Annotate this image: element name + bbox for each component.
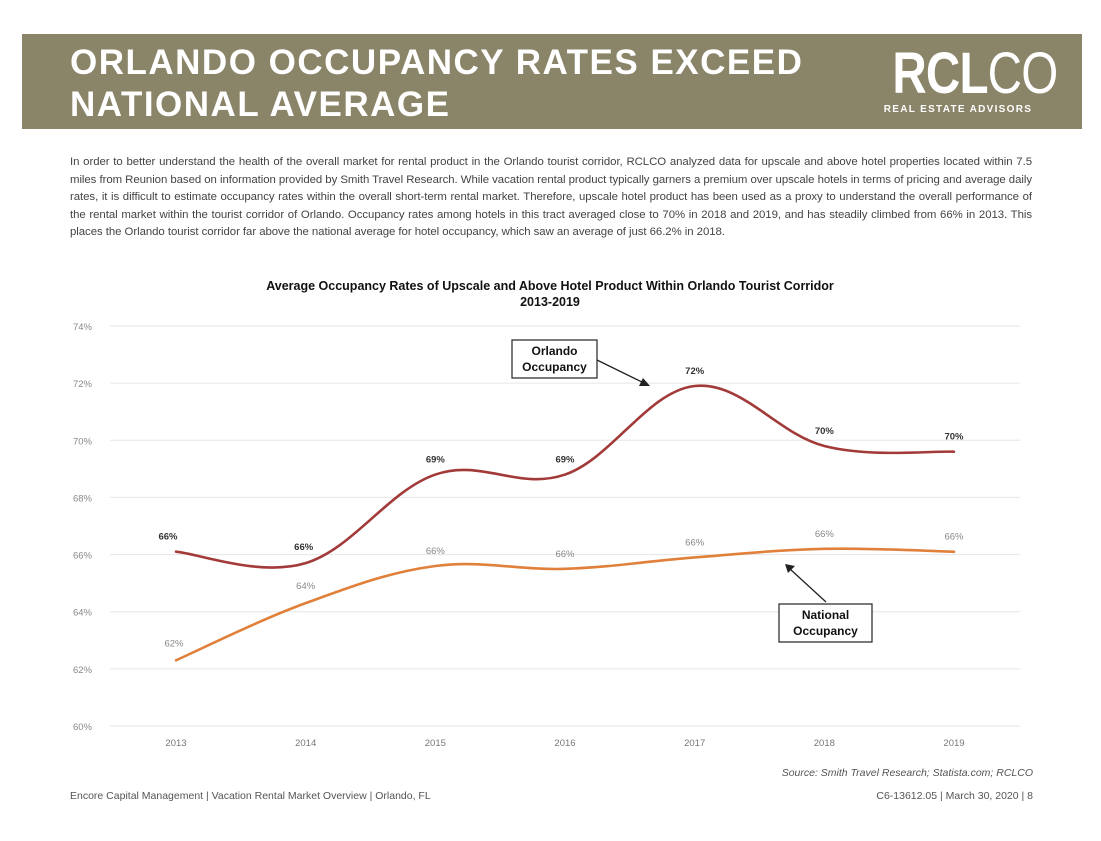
series-line-orlando xyxy=(174,384,956,569)
data-label: 70% xyxy=(944,432,964,443)
data-label: 64% xyxy=(296,581,316,592)
page-title-line-2: NATIONAL AVERAGE xyxy=(70,85,451,124)
data-label: 66% xyxy=(815,529,835,540)
logo-subtitle: REAL ESTATE ADVISORS xyxy=(883,104,1033,115)
y-tick-label: 66% xyxy=(73,551,93,562)
annotation-arrowhead-national xyxy=(785,564,795,573)
annotation-orlando-line2: Occupancy xyxy=(522,360,587,374)
annotation-arrow-orlando xyxy=(596,359,647,385)
data-label: 72% xyxy=(685,366,705,377)
data-label: 66% xyxy=(944,532,964,543)
page-title: ORLANDO OCCUPANCY RATES EXCEED NATIONAL … xyxy=(70,42,830,126)
annotation-national-line1: National xyxy=(802,608,849,622)
annotation-box-national xyxy=(778,603,873,643)
annotation-box-orlando xyxy=(511,339,598,379)
logo-text-thin: CO xyxy=(987,41,1059,106)
data-label: 70% xyxy=(815,426,835,437)
source-note: Source: Smith Travel Research; Statista.… xyxy=(781,767,1033,779)
y-tick-label: 68% xyxy=(73,493,93,504)
y-tick-label: 64% xyxy=(73,608,93,619)
x-tick-label: 2015 xyxy=(425,738,446,749)
y-tick-label: 72% xyxy=(73,379,93,390)
x-tick-label: 2014 xyxy=(295,738,316,749)
annotation-arrowhead-orlando xyxy=(639,378,650,386)
data-label: 66% xyxy=(685,537,705,548)
chart-title-block: Average Occupancy Rates of Upscale and A… xyxy=(180,278,920,310)
data-label: 66% xyxy=(426,546,446,557)
x-tick-label: 2017 xyxy=(684,738,705,749)
rclco-logo: RCLCO REAL ESTATE ADVISORS xyxy=(878,41,1058,116)
title-banner: ORLANDO OCCUPANCY RATES EXCEED NATIONAL … xyxy=(22,34,1082,129)
data-label: 62% xyxy=(164,638,184,649)
logo-wordmark: RCLCO xyxy=(892,41,1058,106)
data-label: 66% xyxy=(158,532,178,543)
x-tick-label: 2018 xyxy=(814,738,835,749)
y-tick-label: 70% xyxy=(73,436,93,447)
annotation-orlando-line1: Orlando xyxy=(531,344,577,358)
data-label: 69% xyxy=(555,455,575,466)
data-label: 69% xyxy=(426,455,446,466)
chart-title: Average Occupancy Rates of Upscale and A… xyxy=(266,279,834,293)
y-tick-label: 74% xyxy=(73,322,93,333)
footer-right: C6-13612.05 | March 30, 2020 | 8 xyxy=(876,790,1033,802)
chart-subtitle: 2013-2019 xyxy=(520,295,580,309)
y-tick-label: 62% xyxy=(73,665,93,676)
x-tick-label: 2013 xyxy=(165,738,186,749)
x-tick-label: 2019 xyxy=(943,738,964,749)
page-title-line-1: ORLANDO OCCUPANCY RATES EXCEED xyxy=(70,43,804,82)
annotation-arrow-national xyxy=(789,568,827,603)
footer-left: Encore Capital Management | Vacation Ren… xyxy=(70,790,431,802)
logo-text-bold: RCL xyxy=(892,41,988,106)
data-label: 66% xyxy=(555,549,575,560)
y-tick-label: 60% xyxy=(73,722,93,733)
data-label: 66% xyxy=(294,542,314,553)
intro-paragraph: In order to better understand the health… xyxy=(70,156,1032,239)
x-tick-label: 2016 xyxy=(554,738,575,749)
annotation-national-line2: Occupancy xyxy=(793,624,858,638)
